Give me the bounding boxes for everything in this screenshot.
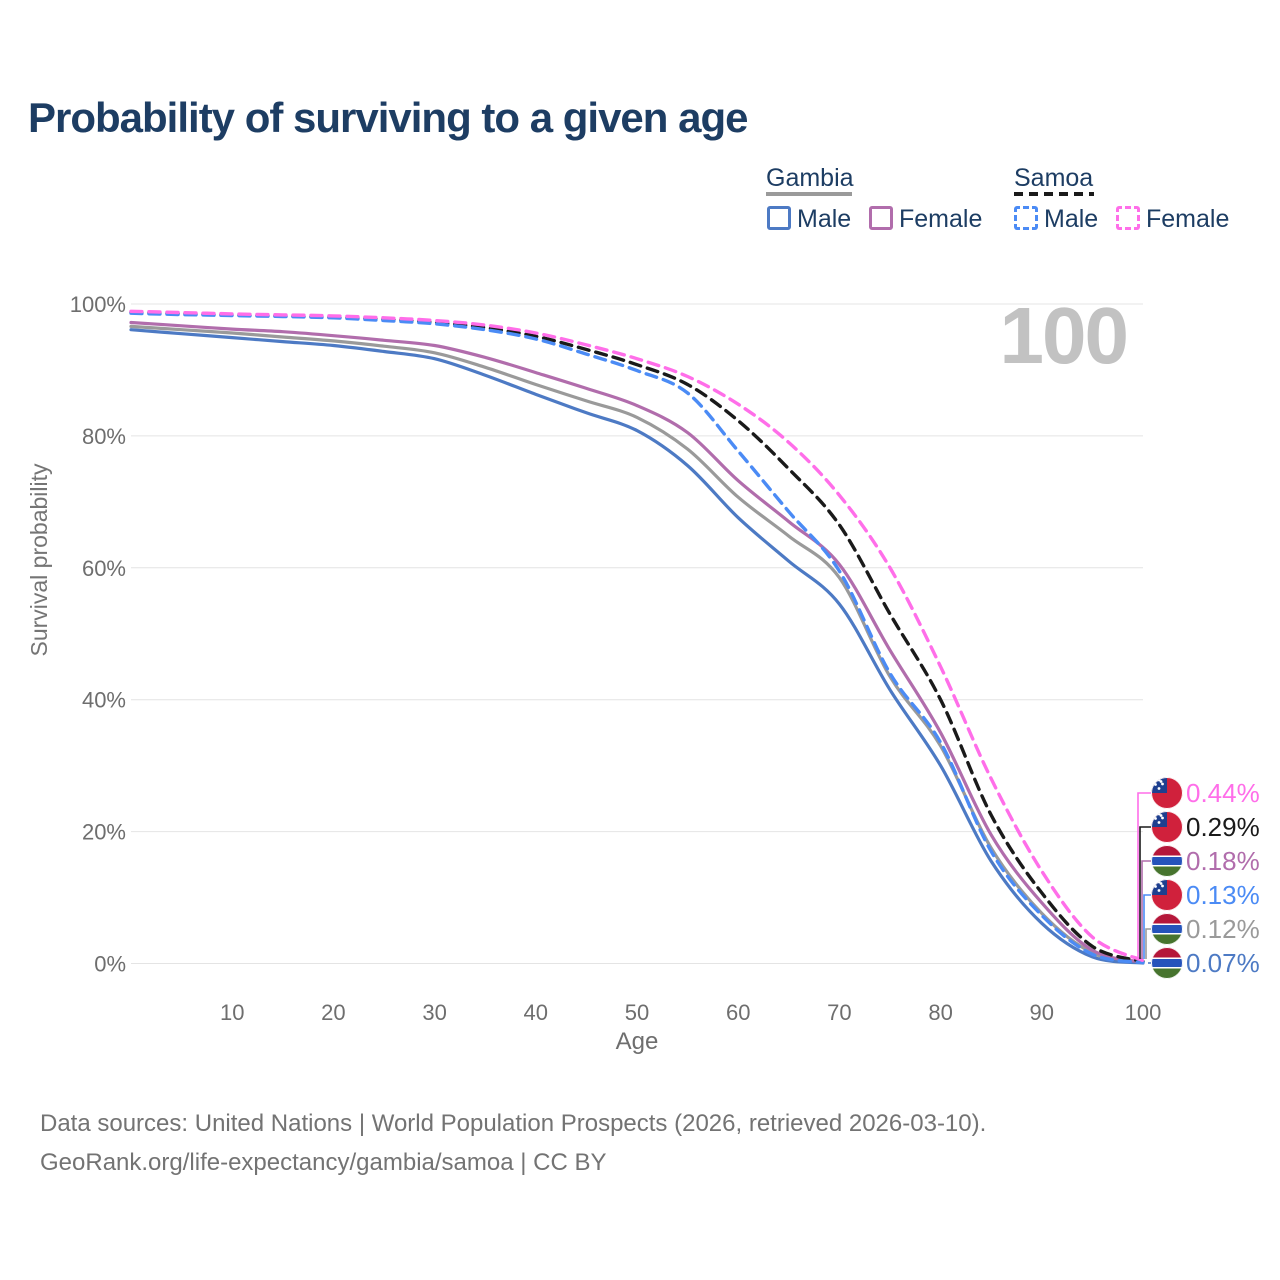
y-tick-40%: 40% <box>82 688 126 713</box>
footer-link: GeoRank.org/life-expectancy/gambia/samoa… <box>40 1149 607 1176</box>
x-tick-40: 40 <box>524 1000 548 1025</box>
gambia-flag-icon <box>1151 913 1183 945</box>
y-tick-0%: 0% <box>94 952 126 977</box>
y-tick-100%: 100% <box>70 292 126 317</box>
leader-gambia <box>1145 928 1151 959</box>
leader-samoa <box>1139 826 1151 959</box>
leader-gambia-female <box>1141 860 1151 959</box>
watermark-age-100: 100 <box>999 291 1129 380</box>
leader-samoa-female <box>1137 792 1151 959</box>
x-axis-title: Age <box>615 1028 659 1055</box>
x-tick-100: 100 <box>1125 1000 1162 1025</box>
y-axis-title: Survival probability <box>26 463 52 657</box>
end-label-gambia-female[interactable]: 0.18% <box>1186 846 1260 876</box>
x-tick-50: 50 <box>625 1000 649 1025</box>
x-tick-70: 70 <box>827 1000 851 1025</box>
samoa-male-swatch[interactable] <box>1014 206 1038 230</box>
page-title: Probability of surviving to a given age <box>28 94 748 141</box>
y-tick-20%: 20% <box>82 820 126 845</box>
curve-gambia-male[interactable] <box>129 328 1145 965</box>
x-tick-60: 60 <box>726 1000 750 1025</box>
x-tick-30: 30 <box>422 1000 446 1025</box>
x-tick-90: 90 <box>1030 1000 1054 1025</box>
samoa-flag-icon <box>1151 879 1183 911</box>
leader-samoa-male <box>1143 894 1151 959</box>
samoa-line-swatch <box>1014 192 1094 196</box>
gambia-female-label[interactable]: Female <box>899 205 983 233</box>
footer-sources: Data sources: United Nations | World Pop… <box>40 1110 987 1137</box>
end-label-gambia[interactable]: 0.12% <box>1186 914 1260 944</box>
gambia-male-label[interactable]: Male <box>797 205 852 233</box>
gambia-line-swatch <box>766 192 852 196</box>
y-tick-80%: 80% <box>82 424 126 449</box>
samoa-female-swatch[interactable] <box>1116 206 1140 230</box>
x-tick-80: 80 <box>928 1000 952 1025</box>
curve-samoa-female[interactable] <box>129 309 1145 963</box>
curve-gambia-female[interactable] <box>129 320 1145 964</box>
end-label-samoa-female[interactable]: 0.44% <box>1186 778 1260 808</box>
footer: Data sources: United Nations | World Pop… <box>40 1104 986 1182</box>
curve-gambia[interactable] <box>129 324 1145 965</box>
samoa-male-label[interactable]: Male <box>1044 205 1099 233</box>
gambia-flag-icon <box>1151 845 1183 877</box>
x-tick-10: 10 <box>220 1000 244 1025</box>
x-tick-20: 20 <box>321 1000 345 1025</box>
gambia-male-swatch[interactable] <box>767 206 791 230</box>
end-label-samoa-male[interactable]: 0.13% <box>1186 880 1260 910</box>
legend-country-samoa[interactable]: Samoa <box>1014 164 1094 192</box>
end-label-samoa[interactable]: 0.29% <box>1186 812 1260 842</box>
y-tick-60%: 60% <box>82 556 126 581</box>
legend-country-gambia[interactable]: Gambia <box>766 164 854 192</box>
samoa-flag-icon <box>1151 811 1183 843</box>
samoa-flag-icon <box>1151 777 1183 809</box>
samoa-female-label[interactable]: Female <box>1146 205 1230 233</box>
curve-samoa-male[interactable] <box>129 311 1145 965</box>
gambia-flag-icon <box>1151 947 1183 979</box>
gambia-female-swatch[interactable] <box>869 206 893 230</box>
end-label-gambia-male[interactable]: 0.07% <box>1186 948 1260 978</box>
